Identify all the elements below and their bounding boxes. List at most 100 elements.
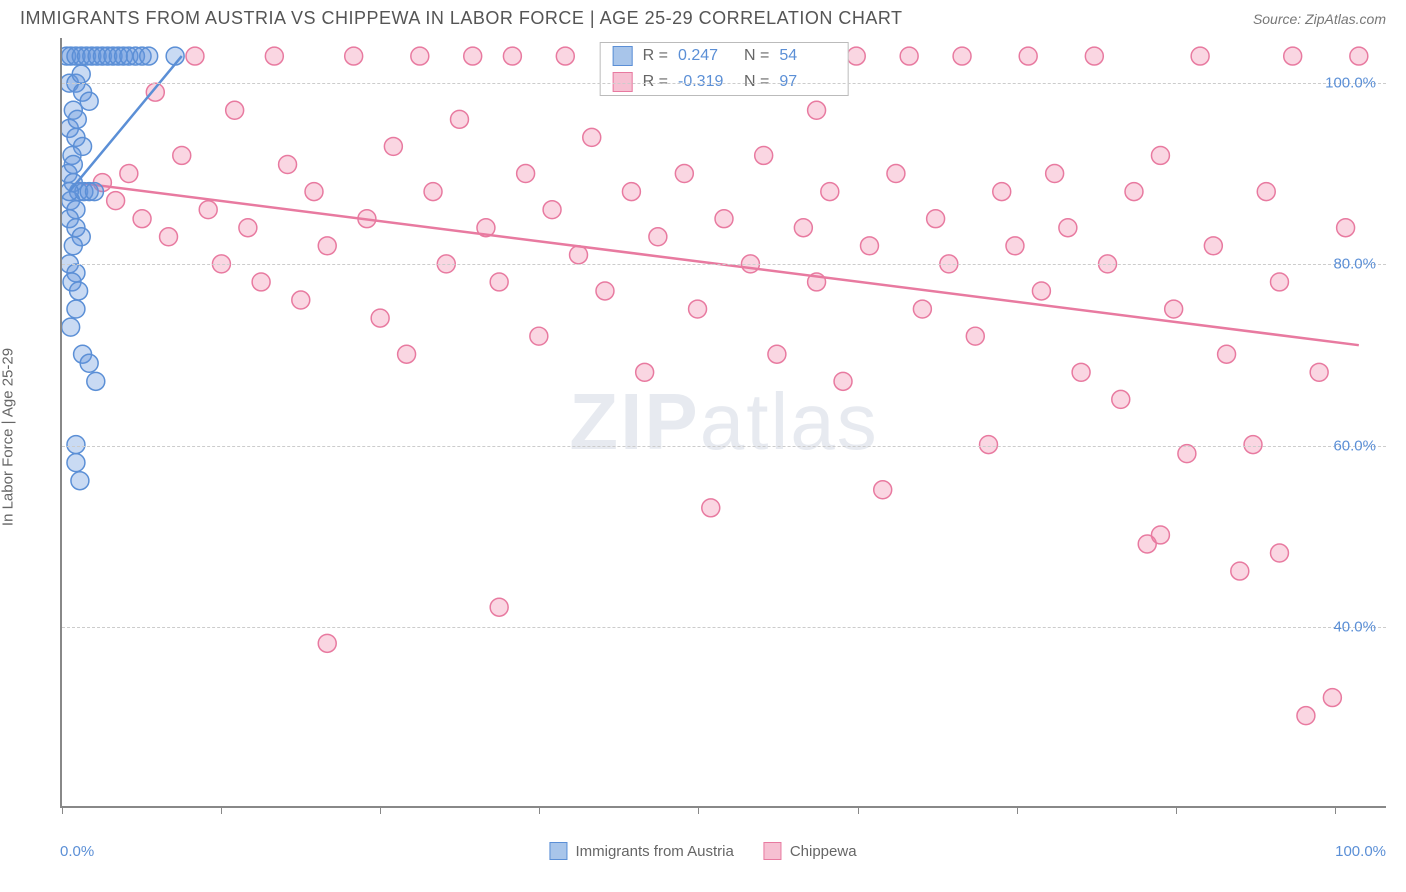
source-label: Source: xyxy=(1253,11,1305,27)
scatter-point xyxy=(1350,47,1368,65)
scatter-point xyxy=(1191,47,1209,65)
scatter-point xyxy=(67,219,85,237)
scatter-point xyxy=(186,47,204,65)
scatter-point xyxy=(133,47,151,65)
scatter-point xyxy=(808,101,826,119)
watermark: ZIPatlas xyxy=(569,376,878,468)
chart-container: In Labor Force | Age 25-29 ZIPatlas R = … xyxy=(18,38,1388,836)
scatter-point xyxy=(649,228,667,246)
scatter-point xyxy=(1310,363,1328,381)
scatter-point xyxy=(67,264,85,282)
scatter-point xyxy=(160,228,178,246)
scatter-point xyxy=(62,318,80,336)
scatter-point xyxy=(67,300,85,318)
scatter-point xyxy=(887,165,905,183)
scatter-point xyxy=(252,273,270,291)
scatter-point xyxy=(1244,436,1262,454)
scatter-point xyxy=(1138,535,1156,553)
scatter-point xyxy=(68,110,86,128)
scatter-point xyxy=(64,156,82,174)
scatter-point xyxy=(133,210,151,228)
scatter-point xyxy=(85,183,103,201)
scatter-point xyxy=(596,282,614,300)
scatter-point xyxy=(67,201,85,219)
scatter-point xyxy=(93,174,111,192)
scatter-point xyxy=(292,291,310,309)
scatter-point xyxy=(1337,219,1355,237)
scatter-point xyxy=(556,47,574,65)
scatter-point xyxy=(371,309,389,327)
watermark-atlas: atlas xyxy=(700,377,879,466)
scatter-point xyxy=(173,146,191,164)
scatter-point xyxy=(1151,526,1169,544)
scatter-point xyxy=(980,436,998,454)
x-axis-end-label: 100.0% xyxy=(1335,843,1386,860)
scatter-point xyxy=(451,110,469,128)
scatter-point xyxy=(1297,707,1315,725)
scatter-point xyxy=(74,345,92,363)
legend-item-austria: Immigrants from Austria xyxy=(549,842,733,860)
scatter-point xyxy=(834,372,852,390)
swatch-austria-icon xyxy=(613,46,633,66)
scatter-point xyxy=(62,183,78,201)
stats-box: R = 0.247 N = 54 R = -0.319 N = 97 xyxy=(600,42,849,96)
scatter-point xyxy=(398,345,416,363)
scatter-point xyxy=(411,47,429,65)
scatter-point xyxy=(63,146,81,164)
scatter-point xyxy=(72,65,90,83)
swatch-chippewa-icon xyxy=(613,72,633,92)
scatter-point xyxy=(109,47,127,65)
scatter-point xyxy=(318,634,336,652)
scatter-point xyxy=(93,47,111,65)
scatter-point xyxy=(384,137,402,155)
stats-row-chippewa: R = -0.319 N = 97 xyxy=(601,69,848,95)
scatter-point xyxy=(71,472,89,490)
scatter-point xyxy=(64,174,82,192)
source-credit: Source: ZipAtlas.com xyxy=(1253,11,1386,27)
scatter-point xyxy=(1204,237,1222,255)
scatter-point xyxy=(67,454,85,472)
y-tick-label: 60.0% xyxy=(1333,437,1376,454)
scatter-point xyxy=(62,192,80,210)
scatter-point xyxy=(146,83,164,101)
scatter-point xyxy=(74,83,92,101)
scatter-point xyxy=(80,183,98,201)
scatter-point xyxy=(104,47,122,65)
n-value-chippewa: 97 xyxy=(779,73,835,91)
x-tick xyxy=(1176,806,1177,814)
scatter-point xyxy=(120,165,138,183)
source-name: ZipAtlas.com xyxy=(1305,11,1386,27)
scatter-point xyxy=(62,47,80,65)
scatter-point xyxy=(755,146,773,164)
scatter-point xyxy=(64,101,82,119)
watermark-zip: ZIP xyxy=(569,377,699,466)
scatter-point xyxy=(62,210,78,228)
scatter-point xyxy=(75,183,93,201)
scatter-point xyxy=(715,210,733,228)
scatter-point xyxy=(88,47,106,65)
scatter-point xyxy=(464,47,482,65)
swatch-austria-icon xyxy=(549,842,567,860)
scatter-point xyxy=(861,237,879,255)
scatter-point xyxy=(62,47,76,65)
scatter-point xyxy=(345,47,363,65)
scatter-point xyxy=(1032,282,1050,300)
gridline xyxy=(62,627,1386,628)
legend-label-austria: Immigrants from Austria xyxy=(575,843,733,860)
scatter-point xyxy=(70,183,88,201)
scatter-point xyxy=(80,92,98,110)
scatter-point xyxy=(1270,273,1288,291)
r-label: R = xyxy=(643,73,668,91)
scatter-point xyxy=(358,210,376,228)
scatter-point xyxy=(1231,562,1249,580)
stats-row-austria: R = 0.247 N = 54 xyxy=(601,43,848,69)
x-tick xyxy=(1017,806,1018,814)
scatter-point xyxy=(87,372,105,390)
scatter-point xyxy=(318,237,336,255)
scatter-point xyxy=(808,273,826,291)
n-label: N = xyxy=(744,73,769,91)
x-tick xyxy=(221,806,222,814)
scatter-point xyxy=(74,137,92,155)
scatter-point xyxy=(166,47,184,65)
scatter-point xyxy=(900,47,918,65)
